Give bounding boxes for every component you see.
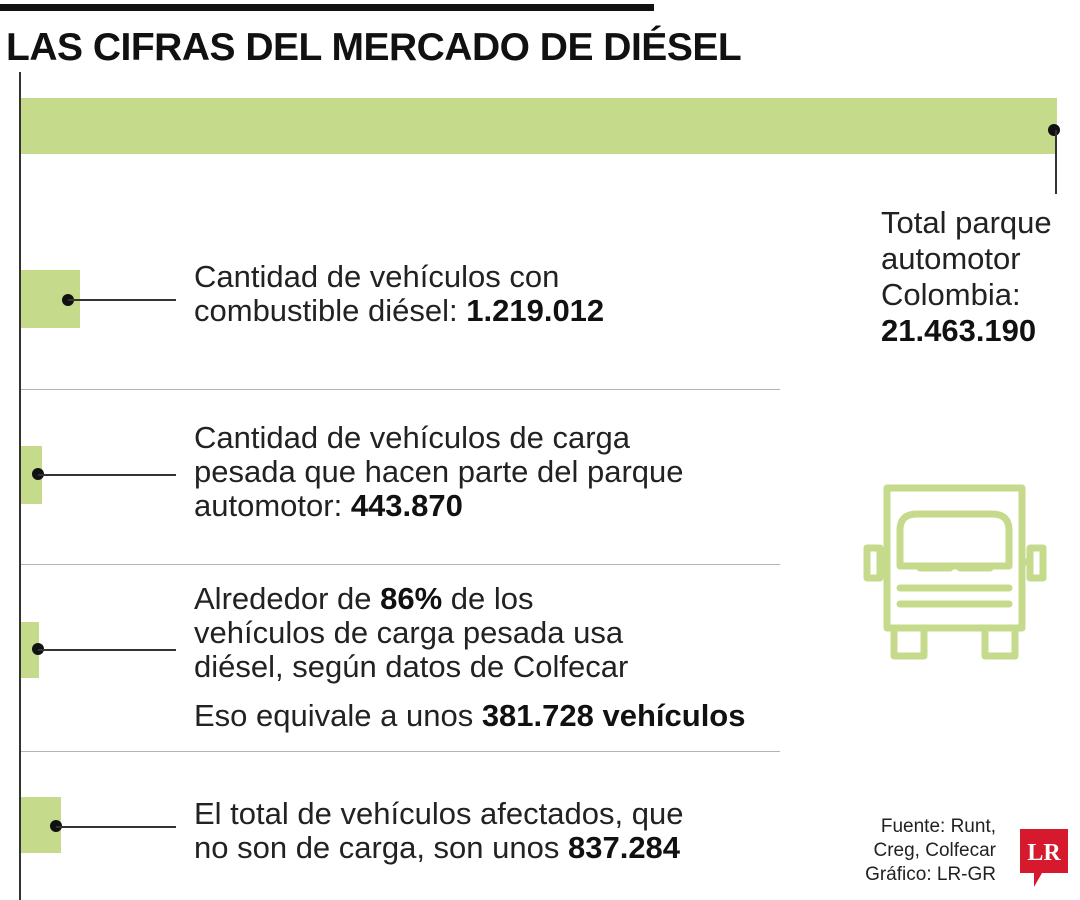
value-non-cargo-affected: 837.284 [567,830,681,865]
label-heavy-cargo: Cantidad de vehículos de carga pesada qu… [194,420,684,523]
total-label: Total parque automotor Colombia: 21.463.… [881,205,1052,349]
baseline-axis [19,72,21,900]
value-heavy-cargo-diesel: 381.728 vehículos [481,698,746,733]
label-non-cargo-affected: El total de vehículos afectados, que no … [194,796,684,865]
lr-logo-icon: LR [1020,829,1068,887]
value-diesel: 1.219.012 [466,293,605,328]
total-leader-line [1055,130,1057,194]
top-rule [0,4,654,11]
dot-total [1048,124,1060,136]
logo-text: LR [1027,840,1061,866]
value-percent: 86% [380,581,443,616]
truck-icon [863,484,1047,660]
leader-diesel [68,299,176,301]
label-heavy-cargo-diesel: Alrededor de 86% de los vehículos de car… [194,581,629,684]
separator-1 [21,389,780,390]
bar-total [21,98,1057,154]
leader-heavy-cargo [38,474,176,476]
leader-non-cargo-affected [56,826,176,828]
bar-heavy-cargo-diesel [21,622,39,678]
total-label-line1: Total parque [881,205,1052,240]
page-title: LAS CIFRAS DEL MERCADO DE DIÉSEL [6,26,742,69]
label-diesel: Cantidad de vehículos con combustible di… [194,259,605,328]
bar-heavy-cargo [21,446,42,504]
source-note: Fuente: Runt, Creg, Colfecar Gráfico: LR… [865,816,996,885]
separator-2 [21,564,780,565]
label-equivalent: Eso equivale a unos 381.728 vehículos [194,698,746,733]
total-value: 21.463.190 [881,313,1037,348]
total-label-line3: Colombia: [881,277,1021,312]
leader-heavy-cargo-diesel [38,649,176,651]
total-label-line2: automotor [881,241,1021,276]
separator-3 [21,751,780,752]
value-heavy-cargo: 443.870 [350,488,463,523]
